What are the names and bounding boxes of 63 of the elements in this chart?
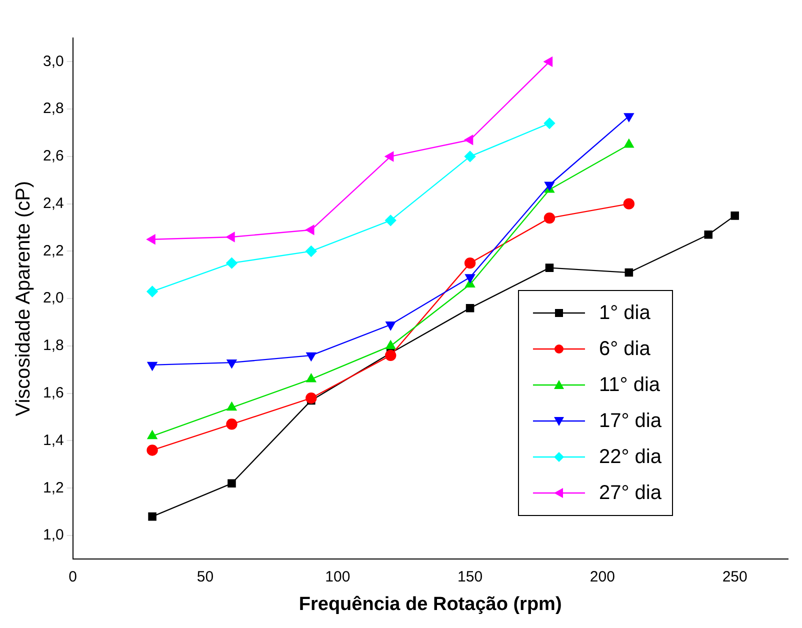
y-tick-label: 1,0 bbox=[42, 526, 64, 544]
point bbox=[544, 212, 556, 224]
point bbox=[464, 257, 476, 269]
x-tick-label: 50 bbox=[196, 568, 214, 586]
point bbox=[464, 150, 476, 162]
point bbox=[146, 234, 156, 244]
point bbox=[465, 274, 475, 283]
y-tick-label: 1,4 bbox=[42, 432, 64, 449]
point bbox=[544, 182, 554, 190]
y-tick-label: 2,4 bbox=[42, 194, 64, 212]
legend-label: 27° dia bbox=[599, 482, 662, 504]
y-tick-label: 1,6 bbox=[42, 384, 64, 402]
point bbox=[146, 444, 158, 456]
y-tick-label: 2,8 bbox=[42, 100, 64, 118]
point bbox=[385, 350, 396, 362]
point bbox=[386, 322, 396, 330]
point bbox=[386, 340, 396, 350]
x-tick-label: 100 bbox=[325, 568, 350, 586]
legend-label: 1° dia bbox=[599, 302, 650, 324]
point bbox=[545, 264, 554, 272]
point bbox=[385, 214, 396, 226]
y-axis-title: Viscosidade Aparente (cP) bbox=[12, 180, 35, 416]
y-tick-label: 3,0 bbox=[42, 52, 64, 70]
point bbox=[306, 246, 317, 257]
point bbox=[226, 418, 238, 430]
point bbox=[306, 374, 316, 382]
point bbox=[148, 512, 156, 521]
y-tick-label: 1,2 bbox=[42, 479, 64, 496]
point bbox=[730, 212, 739, 220]
x-tick-label: 150 bbox=[458, 568, 483, 586]
point bbox=[624, 113, 634, 122]
point bbox=[306, 352, 316, 362]
y-tick-label: 2,2 bbox=[42, 242, 64, 260]
point bbox=[624, 268, 634, 277]
point bbox=[624, 139, 634, 148]
y-tick-label: 1,8 bbox=[42, 337, 64, 354]
point bbox=[466, 304, 474, 312]
point bbox=[147, 430, 158, 440]
legend-label: 17° dia bbox=[599, 410, 662, 432]
y-tick-label: 2,0 bbox=[42, 290, 64, 307]
point bbox=[147, 362, 158, 371]
point bbox=[544, 118, 556, 129]
point bbox=[226, 257, 238, 269]
point bbox=[544, 56, 553, 67]
legend-label: 6° dia bbox=[599, 338, 650, 360]
x-tick-label: 0 bbox=[68, 568, 78, 586]
point bbox=[228, 479, 236, 488]
point bbox=[306, 224, 314, 235]
point bbox=[704, 230, 712, 239]
point bbox=[226, 232, 235, 242]
point bbox=[464, 134, 474, 145]
legend-label: 11° dia bbox=[599, 374, 660, 396]
point bbox=[623, 198, 635, 210]
x-tick-label: 200 bbox=[590, 568, 615, 586]
x-tick-label: 250 bbox=[722, 568, 748, 586]
point bbox=[306, 392, 317, 404]
point bbox=[226, 402, 237, 411]
x-axis-title: Frequência de Rotação (rpm) bbox=[298, 594, 562, 615]
point bbox=[385, 152, 394, 162]
point bbox=[226, 359, 237, 368]
legend-label: 22° dia bbox=[599, 446, 662, 468]
y-tick-label: 2,6 bbox=[42, 148, 64, 165]
point bbox=[146, 286, 158, 298]
